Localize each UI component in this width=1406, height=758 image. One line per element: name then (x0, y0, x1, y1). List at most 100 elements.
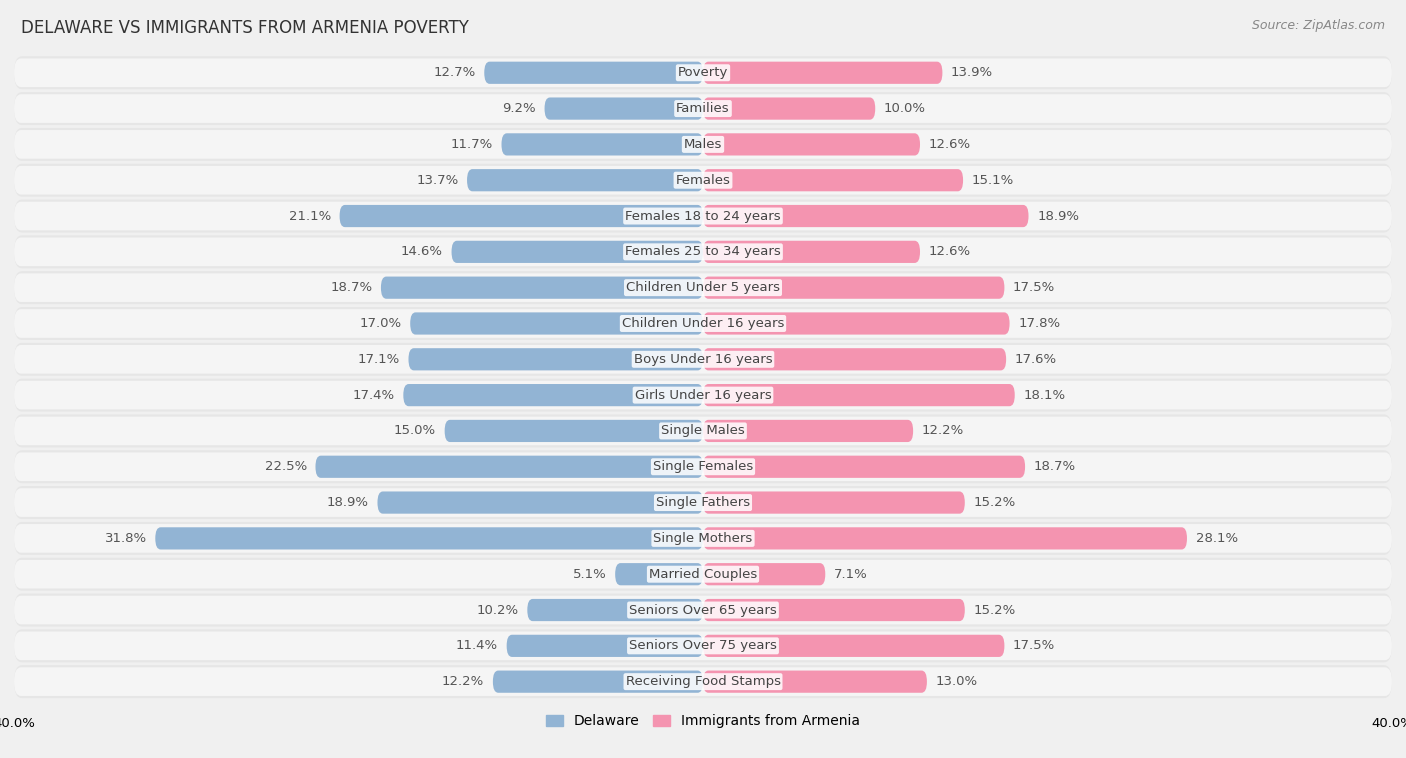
FancyBboxPatch shape (14, 58, 1392, 87)
Text: 13.0%: 13.0% (935, 675, 977, 688)
FancyBboxPatch shape (703, 312, 1010, 334)
FancyBboxPatch shape (377, 491, 703, 514)
FancyBboxPatch shape (409, 348, 703, 371)
FancyBboxPatch shape (14, 166, 1392, 195)
FancyBboxPatch shape (14, 631, 1392, 660)
FancyBboxPatch shape (14, 202, 1392, 230)
FancyBboxPatch shape (411, 312, 703, 334)
FancyBboxPatch shape (14, 128, 1392, 161)
Text: Boys Under 16 years: Boys Under 16 years (634, 352, 772, 366)
Text: Seniors Over 65 years: Seniors Over 65 years (628, 603, 778, 616)
Text: Single Fathers: Single Fathers (657, 496, 749, 509)
FancyBboxPatch shape (703, 599, 965, 621)
Text: 15.0%: 15.0% (394, 424, 436, 437)
Text: Females 18 to 24 years: Females 18 to 24 years (626, 209, 780, 223)
FancyBboxPatch shape (703, 634, 1004, 657)
Text: Receiving Food Stamps: Receiving Food Stamps (626, 675, 780, 688)
Text: Seniors Over 75 years: Seniors Over 75 years (628, 639, 778, 653)
FancyBboxPatch shape (14, 130, 1392, 158)
Text: Males: Males (683, 138, 723, 151)
FancyBboxPatch shape (404, 384, 703, 406)
FancyBboxPatch shape (14, 199, 1392, 233)
Text: Poverty: Poverty (678, 66, 728, 80)
FancyBboxPatch shape (527, 599, 703, 621)
FancyBboxPatch shape (14, 271, 1392, 304)
FancyBboxPatch shape (703, 384, 1015, 406)
Text: 12.2%: 12.2% (441, 675, 484, 688)
FancyBboxPatch shape (14, 237, 1392, 266)
Text: Girls Under 16 years: Girls Under 16 years (634, 389, 772, 402)
Text: 28.1%: 28.1% (1195, 532, 1237, 545)
Text: Females 25 to 34 years: Females 25 to 34 years (626, 246, 780, 258)
FancyBboxPatch shape (703, 133, 920, 155)
FancyBboxPatch shape (14, 309, 1392, 338)
Text: 11.7%: 11.7% (451, 138, 494, 151)
FancyBboxPatch shape (703, 456, 1025, 478)
FancyBboxPatch shape (14, 92, 1392, 125)
FancyBboxPatch shape (451, 241, 703, 263)
Text: DELAWARE VS IMMIGRANTS FROM ARMENIA POVERTY: DELAWARE VS IMMIGRANTS FROM ARMENIA POVE… (21, 19, 470, 37)
FancyBboxPatch shape (14, 94, 1392, 123)
FancyBboxPatch shape (14, 560, 1392, 588)
Text: 21.1%: 21.1% (288, 209, 330, 223)
FancyBboxPatch shape (703, 671, 927, 693)
Text: 17.1%: 17.1% (357, 352, 399, 366)
FancyBboxPatch shape (14, 666, 1392, 698)
FancyBboxPatch shape (703, 528, 1187, 550)
Text: 10.0%: 10.0% (884, 102, 925, 115)
Text: Children Under 5 years: Children Under 5 years (626, 281, 780, 294)
Text: 15.2%: 15.2% (973, 496, 1015, 509)
FancyBboxPatch shape (14, 379, 1392, 412)
FancyBboxPatch shape (14, 307, 1392, 340)
Text: 7.1%: 7.1% (834, 568, 868, 581)
FancyBboxPatch shape (494, 671, 703, 693)
FancyBboxPatch shape (14, 486, 1392, 519)
FancyBboxPatch shape (484, 61, 703, 84)
FancyBboxPatch shape (502, 133, 703, 155)
FancyBboxPatch shape (315, 456, 703, 478)
Text: Families: Families (676, 102, 730, 115)
Text: 18.7%: 18.7% (330, 281, 373, 294)
Text: 18.9%: 18.9% (326, 496, 368, 509)
Text: 18.7%: 18.7% (1033, 460, 1076, 473)
Text: Source: ZipAtlas.com: Source: ZipAtlas.com (1251, 19, 1385, 32)
Text: 12.6%: 12.6% (928, 246, 970, 258)
FancyBboxPatch shape (14, 594, 1392, 627)
Text: 17.5%: 17.5% (1012, 281, 1056, 294)
Text: 15.2%: 15.2% (973, 603, 1015, 616)
FancyBboxPatch shape (703, 241, 920, 263)
Text: 22.5%: 22.5% (264, 460, 307, 473)
Text: Females: Females (675, 174, 731, 186)
FancyBboxPatch shape (14, 236, 1392, 268)
FancyBboxPatch shape (703, 169, 963, 191)
FancyBboxPatch shape (703, 563, 825, 585)
FancyBboxPatch shape (14, 345, 1392, 374)
FancyBboxPatch shape (14, 629, 1392, 662)
FancyBboxPatch shape (616, 563, 703, 585)
Text: 13.7%: 13.7% (416, 174, 458, 186)
FancyBboxPatch shape (444, 420, 703, 442)
FancyBboxPatch shape (703, 61, 942, 84)
FancyBboxPatch shape (14, 381, 1392, 409)
FancyBboxPatch shape (155, 528, 703, 550)
FancyBboxPatch shape (14, 522, 1392, 555)
FancyBboxPatch shape (703, 491, 965, 514)
Text: 18.9%: 18.9% (1038, 209, 1080, 223)
FancyBboxPatch shape (14, 56, 1392, 89)
Text: Single Females: Single Females (652, 460, 754, 473)
FancyBboxPatch shape (14, 667, 1392, 696)
FancyBboxPatch shape (467, 169, 703, 191)
Text: 5.1%: 5.1% (572, 568, 606, 581)
Text: 17.6%: 17.6% (1015, 352, 1057, 366)
Text: 31.8%: 31.8% (104, 532, 146, 545)
Text: 12.2%: 12.2% (922, 424, 965, 437)
FancyBboxPatch shape (703, 348, 1007, 371)
Text: 13.9%: 13.9% (950, 66, 993, 80)
FancyBboxPatch shape (14, 558, 1392, 590)
Text: Single Males: Single Males (661, 424, 745, 437)
Text: 10.2%: 10.2% (477, 603, 519, 616)
FancyBboxPatch shape (14, 417, 1392, 445)
Text: 17.4%: 17.4% (353, 389, 395, 402)
FancyBboxPatch shape (14, 343, 1392, 376)
FancyBboxPatch shape (703, 277, 1004, 299)
